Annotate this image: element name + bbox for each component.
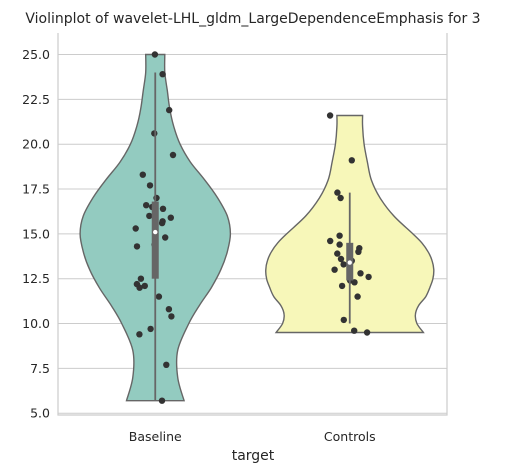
data-point <box>365 273 372 281</box>
data-point <box>351 279 358 286</box>
data-point <box>355 248 362 255</box>
data-point <box>155 293 163 300</box>
data-point <box>146 212 153 220</box>
median-dot <box>347 260 352 265</box>
data-point <box>163 361 170 368</box>
x-tick-label: Controls <box>324 429 376 444</box>
data-point <box>136 331 143 338</box>
data-point <box>340 316 347 324</box>
y-ticks: 5.0 7.5 10.0 12.5 15.0 17.5 20.0 22.5 25.0 <box>22 47 50 421</box>
data-point <box>137 275 145 282</box>
data-point <box>334 250 341 257</box>
y-tick-label: 7.5 <box>30 361 50 376</box>
data-point <box>336 232 343 239</box>
data-point <box>159 205 167 212</box>
data-point <box>136 284 143 291</box>
data-point <box>169 151 177 159</box>
data-point <box>158 219 166 227</box>
median-dot <box>153 229 158 235</box>
data-point <box>363 329 371 336</box>
iqr-box <box>151 201 159 279</box>
data-point <box>336 241 343 248</box>
data-point <box>132 225 139 232</box>
data-point <box>153 194 160 202</box>
y-tick-label: 20.0 <box>22 137 50 152</box>
y-tick-label: 15.0 <box>22 226 50 241</box>
data-point <box>133 243 141 250</box>
y-tick-label: 5.0 <box>30 406 50 421</box>
x-axis-label: target <box>232 448 275 464</box>
data-point <box>167 214 174 221</box>
data-point <box>351 327 358 334</box>
x-tick-label: Baseline <box>129 429 182 444</box>
data-point <box>146 182 154 189</box>
data-point <box>143 202 150 209</box>
data-point <box>340 261 347 268</box>
data-point <box>327 237 334 245</box>
data-point <box>158 397 166 404</box>
data-point <box>141 282 148 290</box>
inner-boxes <box>151 72 354 401</box>
data-point <box>337 255 345 263</box>
data-point <box>166 106 173 114</box>
plot-frame <box>57 33 448 416</box>
data-point <box>337 194 344 202</box>
chart-title: Violinplot of wavelet-LHL_gldm_LargeDepe… <box>25 11 480 27</box>
data-point <box>165 306 173 313</box>
y-tick-label: 17.5 <box>22 182 50 197</box>
data-point <box>151 130 158 137</box>
y-tick-label: 12.5 <box>22 271 50 286</box>
data-point <box>354 293 361 300</box>
data-point <box>151 51 159 58</box>
data-point <box>338 282 346 290</box>
data-point <box>168 313 175 320</box>
data-point <box>139 171 146 178</box>
y-tick-label: 10.0 <box>22 316 50 331</box>
data-point <box>334 189 341 196</box>
data-point <box>348 157 355 164</box>
data-point <box>357 270 364 277</box>
y-tick-label: 22.5 <box>22 92 50 107</box>
data-point <box>331 266 338 273</box>
data-point <box>162 234 169 241</box>
data-point <box>147 325 154 333</box>
data-point <box>159 71 166 78</box>
x-ticks: Baseline Controls <box>129 429 376 444</box>
y-tick-label: 25.0 <box>22 47 50 62</box>
data-point <box>326 112 334 119</box>
